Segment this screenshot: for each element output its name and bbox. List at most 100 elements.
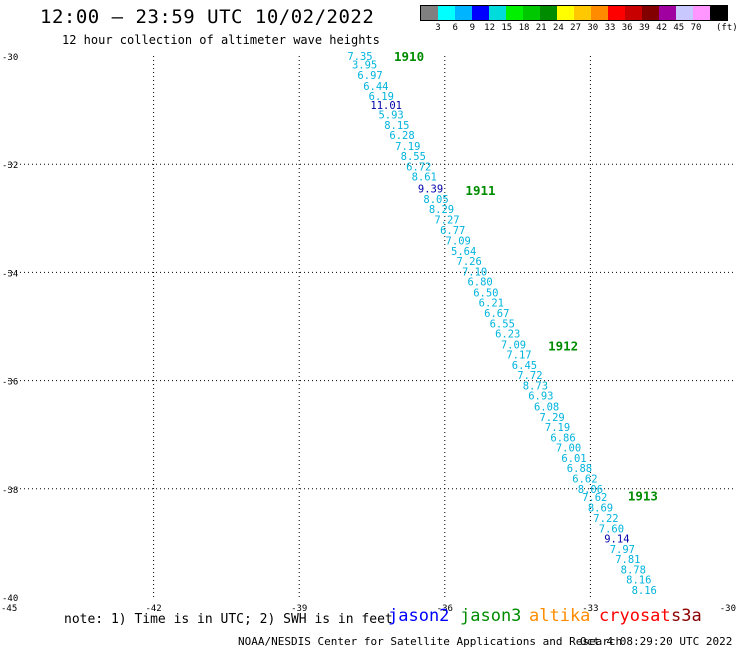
satellite-name: s3a — [671, 606, 702, 626]
wave-height-value: 3.95 — [352, 60, 377, 72]
wave-height-value: 7.72 — [517, 370, 542, 382]
legend-swatch — [489, 6, 506, 20]
wave-height-value: 6.72 — [406, 161, 431, 173]
track-time-label: 1911 — [465, 183, 495, 198]
wave-height-value: 6.19 — [369, 91, 394, 103]
legend-swatch — [438, 6, 455, 20]
legend-label: 15 — [501, 23, 513, 33]
wave-height-value: 6.45 — [512, 360, 537, 372]
wave-height-value: 8.78 — [621, 564, 646, 576]
wave-height-value: 6.28 — [389, 130, 414, 142]
wave-height-value: 7.29 — [539, 412, 564, 424]
lon-label: -33 — [582, 604, 598, 614]
legend-label: 36 — [621, 23, 633, 33]
wave-height-value: 7.97 — [610, 544, 635, 556]
wave-height-value: 8.61 — [412, 172, 437, 184]
wave-height-value: 7.19 — [545, 422, 570, 434]
legend-label: 30 — [587, 23, 599, 33]
wave-height-value: 6.21 — [479, 298, 504, 310]
wave-height-value: 5.93 — [378, 109, 403, 121]
legend-swatch — [676, 6, 693, 20]
wave-height-value: 7.17 — [506, 350, 531, 362]
wave-height-value: 8.05 — [423, 194, 448, 206]
wave-height-value: 8.73 — [523, 380, 548, 392]
wave-height-value: 7.60 — [599, 523, 624, 535]
wave-height-value: 6.93 — [528, 391, 553, 403]
lon-label: -42 — [145, 604, 161, 614]
wave-height-value: 7.09 — [446, 235, 471, 247]
map-title: 12:00 – 23:59 UTC 10/02/2022 — [40, 6, 375, 28]
legend-swatch — [710, 6, 727, 20]
legend-label: 24 — [552, 23, 564, 33]
legend-swatch — [455, 6, 472, 20]
lat-label: -34 — [2, 269, 18, 279]
wave-height-value: 7.10 — [462, 266, 487, 278]
legend-swatch — [659, 6, 676, 20]
lat-label: -40 — [2, 594, 18, 604]
wave-height-value: 7.81 — [615, 554, 640, 566]
wave-height-value: 11.01 — [370, 100, 402, 112]
wave-height-value: 8.69 — [588, 503, 613, 515]
legend-swatch — [472, 6, 489, 20]
legend-swatch — [608, 6, 625, 20]
lon-label: -36 — [437, 604, 453, 614]
wave-height-value: 8.06 — [578, 484, 603, 496]
wave-height-value: 6.77 — [440, 225, 465, 237]
wave-height-value: 6.08 — [534, 402, 559, 414]
legend-unit: (ft) — [716, 23, 738, 33]
wave-height-value: 6.97 — [357, 70, 382, 82]
wave-height-value: 6.44 — [363, 81, 388, 93]
wave-height-value: 9.14 — [604, 534, 629, 546]
satellite-name: cryosat — [599, 606, 671, 626]
wave-height-value: 6.88 — [567, 463, 592, 475]
legend-label: 12 — [484, 23, 496, 33]
wave-height-value: 8.29 — [429, 204, 454, 216]
lat-label: -38 — [2, 486, 18, 496]
lat-label: -30 — [2, 53, 18, 63]
wave-height-value: 7.62 — [582, 492, 607, 504]
legend-label: 42 — [656, 23, 668, 33]
legend-swatch — [540, 6, 557, 20]
wave-height-value: 7.22 — [593, 513, 618, 525]
legend-label: 33 — [604, 23, 616, 33]
lat-label: -32 — [2, 161, 18, 171]
wave-height-value: 6.86 — [550, 432, 575, 444]
legend-label: 18 — [518, 23, 530, 33]
lon-label: -30 — [720, 604, 736, 614]
legend-swatch — [642, 6, 659, 20]
legend-swatch — [693, 6, 710, 20]
legend-label: 45 — [673, 23, 685, 33]
lat-label: -36 — [2, 378, 18, 388]
wave-height-value: 7.00 — [556, 443, 581, 455]
legend-label: 6 — [452, 23, 458, 33]
legend-swatch — [523, 6, 540, 20]
wave-height-value: 7.09 — [501, 339, 526, 351]
legend-swatch — [591, 6, 608, 20]
track-time-label: 1913 — [628, 488, 658, 503]
legend-color-bar — [420, 5, 728, 21]
satellite-name: jason2 — [388, 606, 450, 626]
wave-height-value: 8.15 — [384, 120, 409, 132]
wave-height-value: 7.19 — [395, 141, 420, 153]
legend-swatch — [506, 6, 523, 20]
lon-label: -45 — [1, 604, 17, 614]
lon-label: -39 — [291, 604, 307, 614]
footer-note: note: 1) Time is in UTC; 2) SWH is in fe… — [64, 612, 393, 627]
wave-height-value: 6.23 — [495, 329, 520, 341]
wave-height-value: 6.67 — [484, 308, 509, 320]
legend-swatch — [574, 6, 591, 20]
wave-height-value: 5.64 — [451, 246, 476, 258]
legend-label: 27 — [570, 23, 582, 33]
wave-height-value: 7.35 — [347, 51, 372, 63]
satellite-name: altika — [529, 606, 591, 626]
wave-height-value: 7.26 — [457, 256, 482, 268]
legend-label: 21 — [535, 23, 547, 33]
satellite-name: jason3 — [460, 606, 522, 626]
credit-line: NOAA/NESDIS Center for Satellite Applica… — [238, 635, 623, 648]
wave-height-value: 6.80 — [467, 277, 492, 289]
wave-height-value: 8.16 — [632, 585, 657, 597]
track-time-label: 1912 — [548, 338, 578, 353]
legend-swatch — [625, 6, 642, 20]
wave-height-value: 8.55 — [401, 151, 426, 163]
